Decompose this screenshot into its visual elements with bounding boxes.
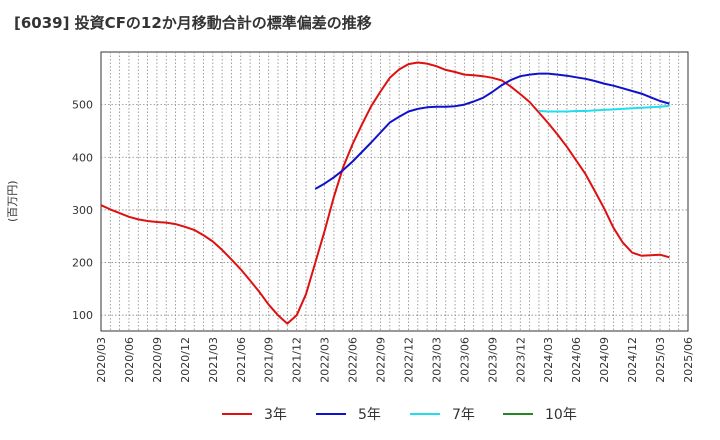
x-tick-label: 2025/06: [682, 337, 695, 383]
grid-lines: [101, 52, 688, 331]
chart-title: [6039] 投資CFの12か月移動合計の標準偏差の推移: [14, 14, 372, 32]
y-tick-label: 500: [72, 99, 93, 112]
x-tick-label: 2024/03: [542, 337, 555, 383]
y-tick-label: 200: [72, 257, 93, 270]
x-tick-label: 2024/06: [570, 337, 583, 383]
x-tick-label: 2020/09: [151, 337, 164, 383]
y-tick-label: 300: [72, 204, 93, 217]
y-axis-ticks: 100 200 300 400 500: [72, 99, 93, 323]
plot-border: [100, 51, 689, 332]
x-tick-label: 2022/12: [402, 337, 415, 383]
x-axis-ticks: 2020/03 2020/06 2020/09 2020/12 2021/03 2021/…: [95, 337, 695, 383]
legend-label-2: 5年: [358, 407, 381, 423]
x-tick-label: 2020/03: [95, 337, 108, 383]
x-tick-label: 2025/03: [654, 337, 667, 383]
x-tick-label: 2021/06: [235, 337, 248, 383]
x-tick-label: 2023/06: [458, 337, 471, 383]
x-tick-label: 2024/12: [626, 337, 639, 383]
x-tick-label: 2024/09: [598, 337, 611, 383]
x-tick-label: 2021/12: [291, 337, 304, 383]
x-tick-label: 2023/03: [430, 337, 443, 383]
y-tick-label: 100: [72, 309, 93, 322]
legend-label-1: 3年: [264, 407, 287, 423]
x-tick-label: 2021/09: [263, 337, 276, 383]
x-tick-label: 2022/06: [347, 337, 360, 383]
legend-label-3: 7年: [452, 407, 475, 423]
x-tick-label: 2023/09: [486, 337, 499, 383]
legend-label-4: 10年: [545, 407, 577, 423]
x-tick-label: 2022/09: [375, 337, 388, 383]
x-tick-label: 2022/03: [319, 337, 332, 383]
series-line-2: [314, 72, 670, 190]
x-tick-label: 2020/06: [123, 337, 136, 383]
legend: 3年 5年 7年 10年: [222, 407, 577, 423]
x-tick-label: 2023/12: [514, 337, 527, 383]
series-layer: [100, 61, 670, 325]
plot-area: [100, 51, 689, 332]
x-tick-label: 2021/03: [207, 337, 220, 383]
x-tick-label: 2020/12: [179, 337, 192, 383]
y-tick-label: 400: [72, 151, 93, 164]
series-line-3: [538, 104, 670, 113]
series-line-1: [100, 61, 670, 325]
